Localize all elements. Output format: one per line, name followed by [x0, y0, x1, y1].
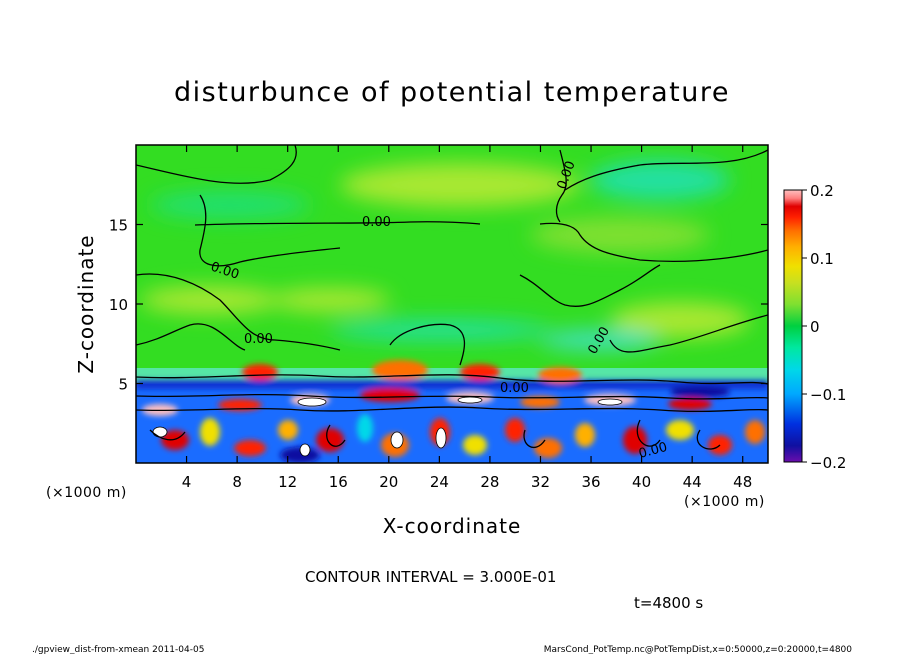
- x-tick-label: 8: [232, 473, 242, 491]
- colorbar-ticks: −0.2 −0.1 0 0.1 0.2: [802, 182, 846, 472]
- x-tick-label: 44: [683, 473, 702, 491]
- x-tick-label: 12: [278, 473, 297, 491]
- x-tick-label: 40: [632, 473, 651, 491]
- contour-label: 0.00: [500, 381, 529, 396]
- x-tick-label: 4: [182, 473, 192, 491]
- colorbar-tick-label: −0.1: [810, 386, 846, 404]
- y-tick-label: 10: [109, 296, 128, 314]
- x-tick-label: 20: [379, 473, 398, 491]
- y-tick-label: 15: [109, 217, 128, 235]
- x-tick-label: 48: [733, 473, 752, 491]
- colorbar-scale: [783, 189, 803, 463]
- time-text: t=4800 s: [634, 594, 703, 612]
- x-axis: 4 8 12 16 20 24 28 32 36 40 44 48: [182, 145, 752, 491]
- x-tick-label: 16: [329, 473, 348, 491]
- contour-lines: [136, 145, 768, 450]
- footer-right: MarsCond_PotTemp.nc@PotTempDist,x=0:5000…: [544, 645, 853, 654]
- y-tick-label: 5: [118, 376, 128, 394]
- y-axis-unit: (×1000 m): [46, 485, 127, 501]
- contour-interval-text: CONTOUR INTERVAL = 3.000E-01: [305, 568, 556, 586]
- footer-left: ./gpview_dist-from-xmean 2011-04-05: [32, 645, 204, 654]
- contour-label: 0.00: [244, 332, 273, 347]
- colorbar-tick-label: 0: [810, 318, 820, 336]
- chart-title: disturbunce of potential temperature: [174, 77, 730, 108]
- colorbar: −0.2 −0.1 0 0.1 0.2: [783, 182, 846, 472]
- x-tick-label: 32: [531, 473, 550, 491]
- x-axis-unit: (×1000 m): [684, 494, 765, 510]
- colorbar-tick-label: 0.2: [810, 182, 834, 200]
- contour-label: 0.00: [637, 440, 669, 462]
- y-axis: 5 10 15: [109, 217, 768, 394]
- x-tick-label: 36: [581, 473, 600, 491]
- x-axis-label: X-coordinate: [383, 514, 522, 538]
- heatmap-field: [136, 145, 768, 463]
- x-tick-label: 24: [430, 473, 449, 491]
- contour-label: 0.00: [362, 215, 391, 230]
- x-tick-label: 28: [480, 473, 499, 491]
- colorbar-tick-label: −0.2: [810, 454, 846, 472]
- colorbar-tick-label: 0.1: [810, 250, 834, 268]
- y-axis-label: Z-coordinate: [74, 234, 98, 373]
